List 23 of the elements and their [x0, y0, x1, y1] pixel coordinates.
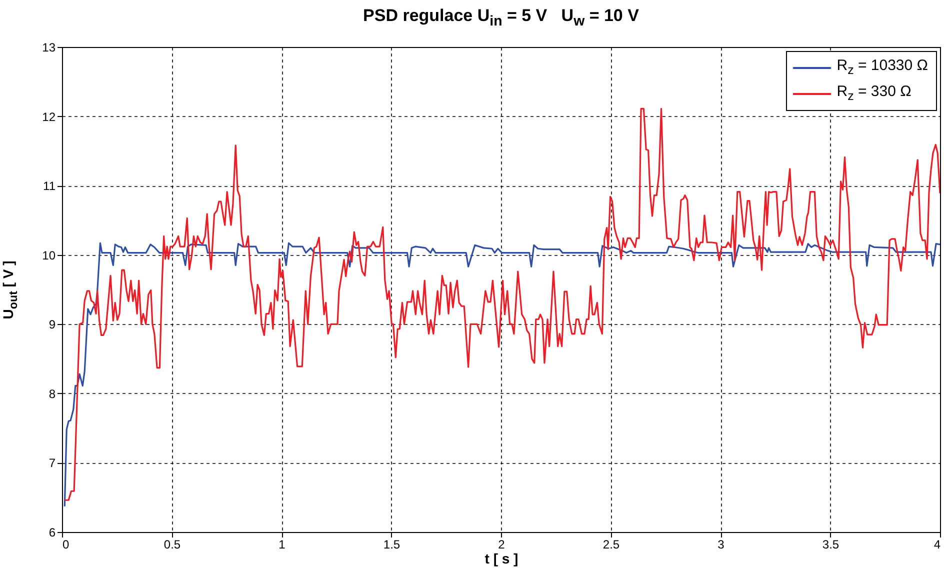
x-tick-label: 0: [62, 538, 70, 552]
line-series: [64, 108, 940, 501]
x-tick-label: 2.5: [602, 538, 620, 552]
y-tick-label: 10: [42, 248, 56, 262]
x-tick-label: 2: [498, 538, 506, 552]
x-tick-label: 1.5: [383, 538, 400, 552]
y-tick-label: 9: [48, 318, 56, 332]
legend-label: R$_{z}$ = 10330 Ω: [836, 56, 928, 79]
x-tick-label: 3: [718, 538, 725, 552]
legend-label: R$_{z}$ = 330 Ω: [836, 82, 912, 105]
y-tick-label: 13: [42, 40, 56, 54]
x-axis-title: t [ s ]: [484, 550, 518, 566]
x-tick-label: 0.5: [164, 538, 181, 552]
y-tick-label: 11: [43, 179, 56, 194]
x-tick-label: 1: [278, 538, 286, 552]
y-tick-label: 8: [48, 386, 56, 401]
y-tick-label: 7: [48, 456, 56, 470]
y-tick-label: 6: [48, 526, 56, 540]
y-tick-label: 12: [42, 110, 56, 124]
chart-title: PSD regulace U$_{in}$ = 5 V U$_{w}$ = 10 V: [362, 6, 640, 30]
x-tick-label: 3.5: [822, 538, 840, 552]
x-tick-label: 4: [934, 538, 941, 552]
line-series: [64, 242, 940, 508]
